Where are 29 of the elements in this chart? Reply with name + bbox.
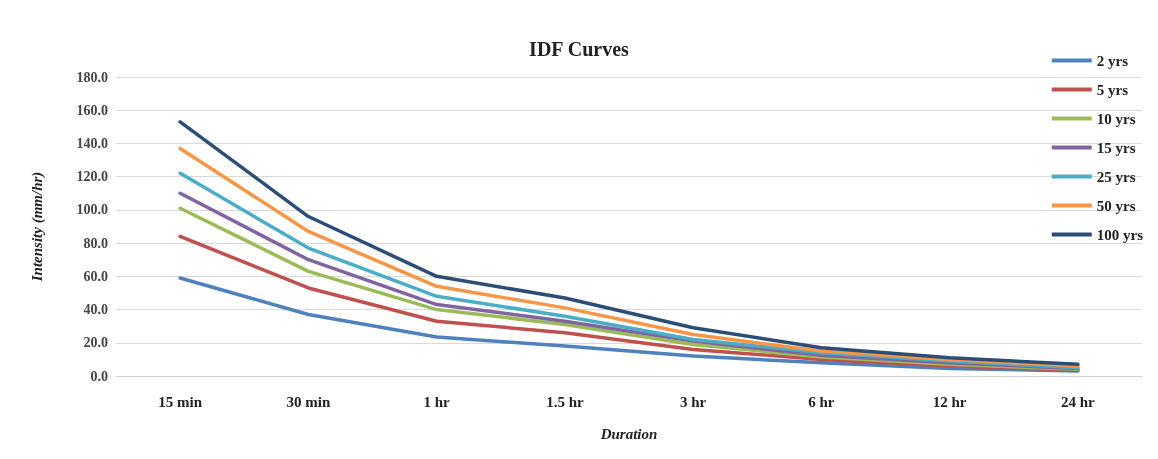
- chart-title: IDF Curves: [529, 38, 630, 60]
- y-tick-label: 160.0: [76, 102, 108, 118]
- x-tick-label: 1.5 hr: [546, 393, 584, 410]
- y-tick-label: 140.0: [76, 135, 108, 151]
- x-tick-label: 30 min: [286, 393, 331, 410]
- y-tick-label: 180.0: [76, 69, 108, 85]
- x-tick-label: 24 hr: [1061, 393, 1096, 410]
- x-axis-title: Duration: [599, 425, 658, 442]
- x-tick-label: 6 hr: [808, 393, 835, 410]
- x-tick-label: 1 hr: [423, 393, 451, 410]
- line-series: [178, 276, 1080, 373]
- x-tick-label: 15 min: [158, 393, 203, 410]
- legend-label: 25 yrs: [1096, 168, 1136, 185]
- legend-label: 50 yrs: [1096, 197, 1136, 214]
- x-tick-label: 3 hr: [680, 393, 707, 410]
- legend-label: 10 yrs: [1096, 110, 1136, 127]
- legend-label: 15 yrs: [1096, 139, 1136, 156]
- y-tick-label: 20.0: [83, 335, 108, 351]
- y-tick-label: 0.0: [90, 368, 108, 384]
- y-tick-label: 60.0: [83, 268, 108, 284]
- y-tick-label: 80.0: [83, 235, 108, 251]
- y-tick-label: 100.0: [76, 202, 108, 218]
- legend-label: 5 yrs: [1096, 81, 1129, 98]
- legend-label: 100 yrs: [1096, 226, 1144, 243]
- legend-label: 2 yrs: [1096, 52, 1129, 69]
- y-tick-label: 120.0: [76, 169, 108, 185]
- y-axis-title: Intensity (mm/hr): [28, 171, 46, 283]
- x-tick-label: 12 hr: [932, 393, 967, 410]
- y-tick-label: 40.0: [83, 302, 108, 318]
